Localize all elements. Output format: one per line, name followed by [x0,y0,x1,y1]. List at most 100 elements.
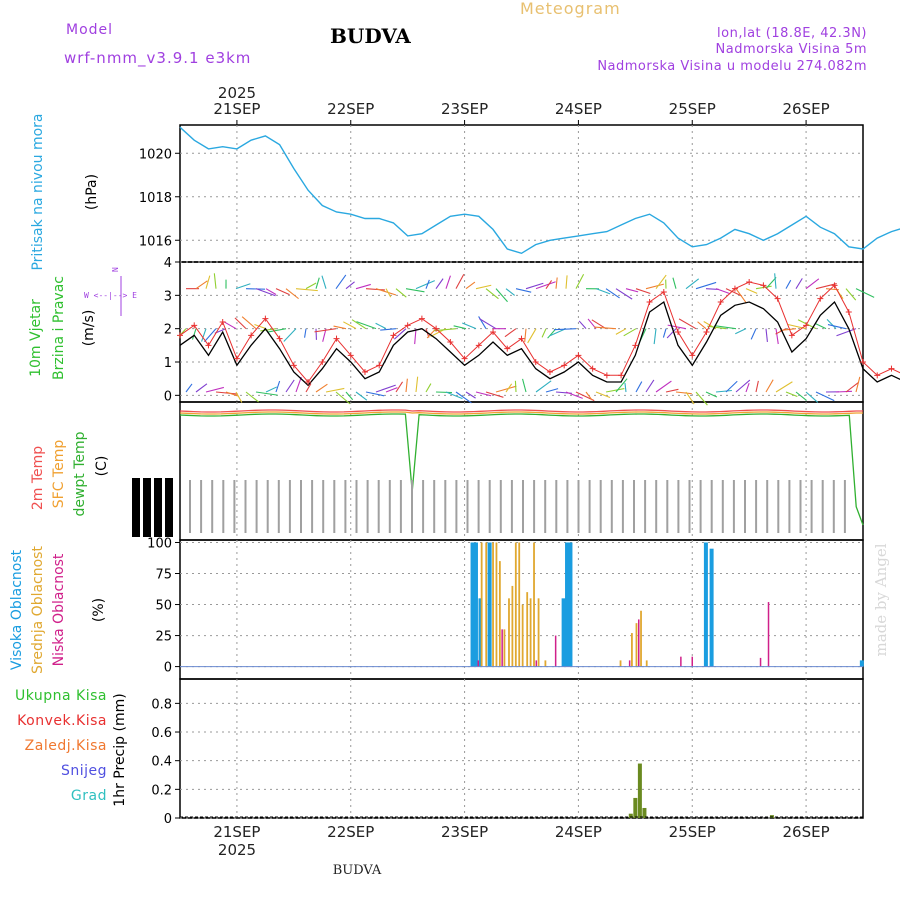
gust-marker [248,332,255,339]
wind-arrow [479,318,497,330]
wind-arrow [805,278,820,290]
wind-arrow [695,391,708,406]
wind-ylabel-1: 10m Vjetar [28,299,44,377]
wind-arrow [795,391,807,401]
cloud-bar-high [561,598,566,667]
wind-arrow [672,277,677,289]
wind-arrow [725,288,743,297]
wind-arrow [815,391,835,402]
wind-arrow [625,288,639,293]
wind-arrow [462,322,477,330]
y-tick-label: 0.4 [151,755,172,770]
wind-arrow [678,318,697,330]
wind-arrow [605,388,625,393]
wind-arrow [355,391,368,401]
cloud-ylabel-high: Visoka Oblacnost [9,549,25,670]
wind-arrow [267,328,287,333]
wind-arrow [635,381,643,393]
y-tick-label: 1016 [139,234,172,249]
wind-arrow [715,389,732,393]
wind-arrow [554,328,577,331]
wind-arrow [714,325,737,330]
wind-arrow [435,391,452,394]
wind-arrow [375,288,397,296]
bottom-day-labels: 21SEP 22SEP 23SEP 24SEP 25SEP 26SEP [213,823,829,841]
y-tick-label: 1 [164,356,172,371]
y-tick-label: 50 [155,599,172,614]
wind-arrow [662,328,667,338]
wind-arrow [415,376,419,393]
wind-arrow [241,316,257,330]
wind-arrow [547,328,557,339]
precip-legend-label: Grad [71,788,107,804]
gust-marker [490,329,497,335]
gust-marker [233,355,240,362]
cloud-bar-high [568,542,573,667]
wind-arrow [295,288,318,292]
wind-arrow [475,391,492,397]
wind-arrow [545,280,553,289]
wind-arrow [735,379,751,393]
wind-arrow [645,283,664,290]
wind-arrow [321,275,327,289]
cloud-bar-high [703,542,708,667]
wind-arrow [385,387,398,393]
cloud-bar-low [767,602,770,667]
precip-legend-label: Zaledj.Kisa [25,738,107,754]
wind-arrow [255,288,276,297]
model-elevation-label: Nadmorska Visina u modelu 274.082m [597,59,867,74]
cloud-bar-high [478,598,483,667]
top-day-label: 22SEP [327,100,374,118]
temp-axis-glyph [132,478,140,537]
wind-arrow [605,288,620,299]
wind-arrow [365,391,385,397]
temp-axis-glyph [154,478,162,537]
wind-arrow [425,383,432,393]
top-day-label: 26SEP [783,100,830,118]
cloud-bar-mid [514,542,517,667]
y-tick-label: 0.6 [151,726,172,741]
coords-label: lon,lat (18.8E, 42.3N) [717,26,867,41]
gust-marker [205,342,212,349]
wind-arrow [541,328,547,338]
cloud-bar-mid [495,542,498,667]
wind-arrow [645,379,655,393]
temp-ylabel-dew: dewpt Temp [72,431,88,516]
gust-marker [177,332,183,339]
wind-arrow [826,319,837,330]
gust-marker [546,369,553,375]
cloud-bar-mid [631,633,633,667]
precip-legend-label: Ukupna Kisa [15,688,107,704]
gust-marker [561,362,568,369]
gust-marker [589,365,596,372]
pressure-ylabel: Pritisak na nivou mora [30,113,46,270]
wind-arrow [515,288,532,293]
top-day-label: 21SEP [213,100,260,118]
cloud-bar-mid [511,585,514,667]
cloud-bar-high [487,542,492,667]
wind-arrow [835,390,852,393]
wind-arrow [514,380,517,393]
cloud-bar-mid [508,598,510,667]
cloud-bar-mid [492,542,494,667]
wind-unit: (m/s) [81,310,97,347]
wind-arrow [705,391,718,398]
gust-marker [347,352,354,359]
y-tick-label: 25 [155,630,172,645]
wind-arrow [285,288,299,300]
wind-arrow [345,281,355,290]
cloud-bar-high [470,542,475,667]
bottom-year-label: 2025 [218,841,256,859]
wind-arrow [455,391,472,404]
bottom-day-label: 23SEP [441,823,488,841]
wind-arrow [245,391,259,403]
wind-arrow [365,288,385,291]
wind-arrow [697,321,707,330]
wind-arrow [745,382,750,393]
station-title: BUDVA [330,24,411,48]
wind-arrow [635,288,651,295]
wind-arrow [525,282,544,290]
pressure-unit: (hPa) [84,174,100,210]
wind-arrow [655,274,667,289]
